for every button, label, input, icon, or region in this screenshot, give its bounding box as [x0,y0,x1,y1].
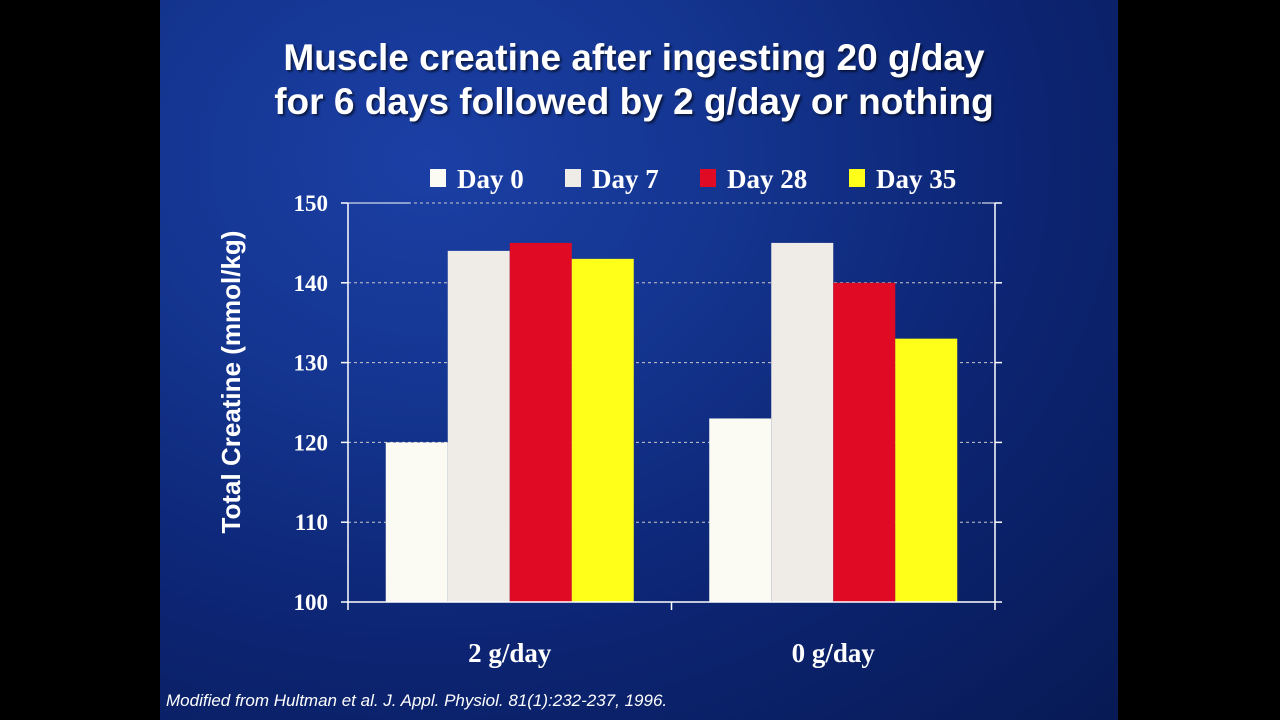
y-tick-labels: 100 110 120 130 140 150 [294,191,329,615]
title-line-2: for 6 days followed by 2 g/day or nothin… [274,81,994,122]
slide: Muscle creatine after ingesting 20 g/day… [160,0,1118,720]
bar-day-0-2 [709,418,772,602]
bar-day-0-1 [385,442,448,602]
bars [385,242,958,602]
legend-label: Day 7 [592,164,659,194]
bar-day-28-2 [833,282,896,602]
x-tick-label: 0 g/day [792,638,876,668]
legend-label: Day 0 [457,164,524,194]
axes [341,202,1002,610]
x-category-labels: 2 g/day 0 g/day [468,638,875,668]
y-tick-label: 120 [294,430,329,455]
legend-swatch-day-28 [700,169,716,187]
legend-label: Day 28 [727,164,807,194]
title-line-1: Muscle creatine after ingesting 20 g/day [283,37,985,78]
bar-day-35-1 [571,258,634,602]
bar-day-7-2 [771,242,834,602]
chart-title: Muscle creatine after ingesting 20 g/day… [160,36,1108,124]
legend-swatch-day-0 [430,169,446,187]
legend-label: Day 35 [876,164,956,194]
bar-day-28-1 [509,242,572,602]
y-tick-label: 100 [294,590,329,615]
y-tick-label: 130 [294,351,329,376]
y-tick-label: 140 [294,271,329,296]
bar-day-7-1 [447,250,510,602]
y-tick-label: 110 [295,510,328,535]
legend-swatch-day-35 [849,169,865,187]
y-axis-label: Total Creatine (mmol/kg) [216,231,246,534]
y-tick-label: 150 [294,191,329,216]
bar-day-35-2 [895,338,958,602]
citation-footnote: Modified from Hultman et al. J. Appl. Ph… [166,691,668,710]
legend: Day 0 Day 7 Day 28 Day 35 [430,164,956,194]
legend-swatch-day-7 [565,169,581,187]
x-tick-label: 2 g/day [468,638,552,668]
